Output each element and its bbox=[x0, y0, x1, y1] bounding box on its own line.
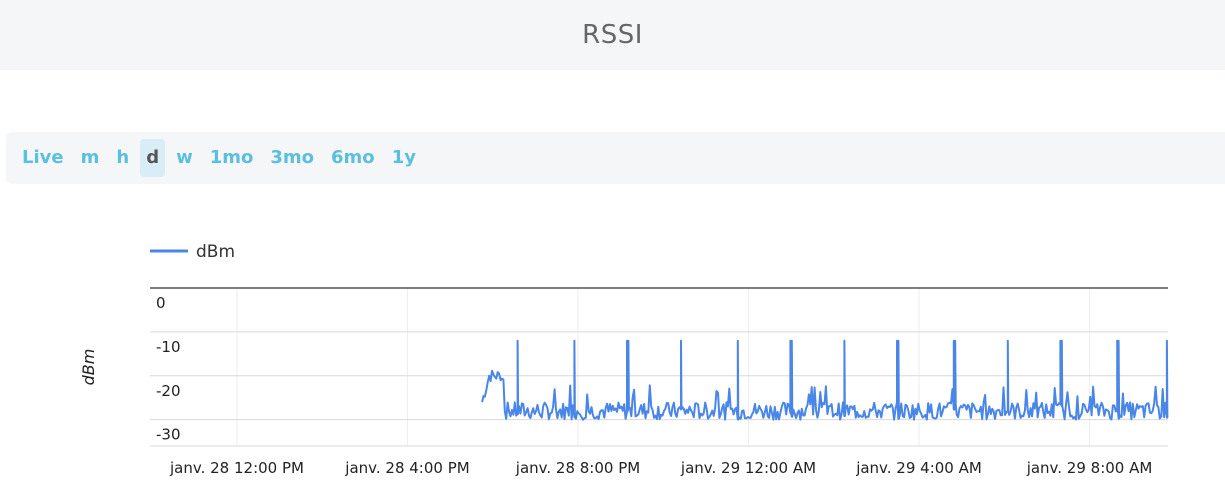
x-tick-label: janv. 29 8:00 AM bbox=[1026, 459, 1153, 477]
x-tick-label: janv. 28 4:00 PM bbox=[344, 459, 469, 477]
y-axis-label: dBm bbox=[79, 349, 98, 386]
rssi-chart: dBm dBm 0 -10 -20 -30 janv. 28 12:00 PM janv… bbox=[0, 190, 1225, 491]
y-tick-label: -10 bbox=[156, 338, 181, 356]
series-line-dbm bbox=[481, 339, 1169, 421]
chart-svg: dBm dBm 0-10-20-30 janv. 28 12:00 PM janv… bbox=[79, 242, 1169, 477]
range-selector: Live m h d w 1mo 3mo 6mo 1y bbox=[6, 132, 1225, 184]
range-live-button[interactable]: Live bbox=[22, 147, 64, 168]
legend-label: dBm bbox=[196, 242, 235, 262]
range-hour-button[interactable]: h bbox=[116, 147, 130, 168]
range-3-month-button[interactable]: 3mo bbox=[270, 147, 315, 168]
page-header: RSSI bbox=[0, 0, 1225, 70]
range-minute-button[interactable]: m bbox=[80, 147, 100, 168]
x-tick-labels: janv. 28 12:00 PM janv. 28 4:00 PM janv. 2… bbox=[169, 459, 1152, 477]
y-tick-labels: 0 -10 -20 -30 bbox=[156, 294, 181, 444]
range-day-button[interactable]: d bbox=[140, 139, 166, 177]
grid-lines bbox=[150, 287, 1168, 447]
x-tick-label: janv. 29 12:00 AM bbox=[680, 459, 816, 477]
y-tick-label: -20 bbox=[156, 382, 181, 400]
range-week-button[interactable]: w bbox=[176, 147, 193, 168]
range-1-year-button[interactable]: 1y bbox=[391, 147, 416, 168]
range-1-month-button[interactable]: 1mo bbox=[209, 147, 254, 168]
x-tick-label: janv. 28 8:00 PM bbox=[515, 459, 640, 477]
y-tick-label: -30 bbox=[156, 426, 181, 444]
range-6-month-button[interactable]: 6mo bbox=[331, 147, 375, 168]
page-title: RSSI bbox=[582, 20, 643, 50]
legend: dBm bbox=[150, 242, 235, 262]
x-tick-label: janv. 29 4:00 AM bbox=[855, 459, 982, 477]
y-tick-label: 0 bbox=[156, 294, 166, 312]
x-tick-label: janv. 28 12:00 PM bbox=[169, 459, 304, 477]
